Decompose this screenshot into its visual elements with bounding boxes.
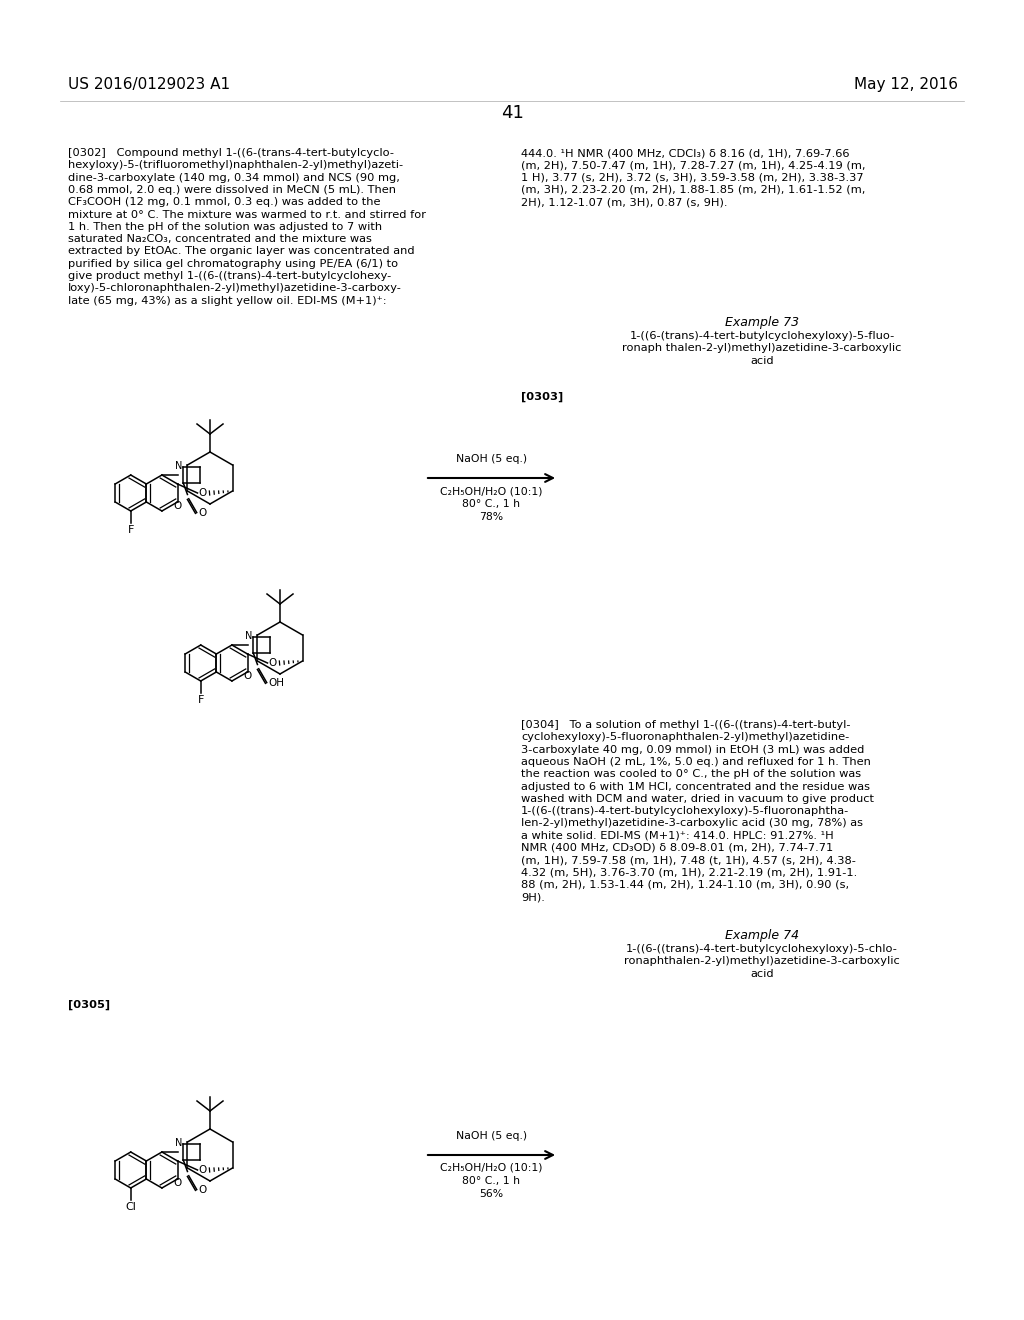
Text: ronaphthalen-2-yl)methyl)azetidine-3-carboxylic: ronaphthalen-2-yl)methyl)azetidine-3-car…	[624, 956, 900, 966]
Text: adjusted to 6 with 1M HCl, concentrated and the residue was: adjusted to 6 with 1M HCl, concentrated …	[521, 781, 870, 792]
Text: 1 h. Then the pH of the solution was adjusted to 7 with: 1 h. Then the pH of the solution was adj…	[68, 222, 382, 232]
Text: O: O	[199, 1166, 207, 1175]
Text: 1 H), 3.77 (s, 2H), 3.72 (s, 3H), 3.59-3.58 (m, 2H), 3.38-3.37: 1 H), 3.77 (s, 2H), 3.72 (s, 3H), 3.59-3…	[521, 173, 863, 182]
Text: 1-((6-((trans)-4-tert-butylcyclohexyloxy)-5-chlo-: 1-((6-((trans)-4-tert-butylcyclohexyloxy…	[626, 944, 898, 954]
Text: 1-((6-(trans)-4-tert-butylcyclohexyloxy)-5-fluo-: 1-((6-(trans)-4-tert-butylcyclohexyloxy)…	[630, 331, 895, 341]
Text: O: O	[199, 1185, 207, 1196]
Text: F: F	[198, 696, 204, 705]
Text: 80° C., 1 h: 80° C., 1 h	[463, 499, 520, 510]
Text: mixture at 0° C. The mixture was warmed to r.t. and stirred for: mixture at 0° C. The mixture was warmed …	[68, 210, 426, 219]
Text: O: O	[173, 1179, 181, 1188]
Text: purified by silica gel chromatography using PE/EA (6/1) to: purified by silica gel chromatography us…	[68, 259, 398, 269]
Text: 4.32 (m, 5H), 3.76-3.70 (m, 1H), 2.21-2.19 (m, 2H), 1.91-1.: 4.32 (m, 5H), 3.76-3.70 (m, 1H), 2.21-2.…	[521, 867, 857, 878]
Text: 41: 41	[501, 104, 523, 121]
Text: Example 73: Example 73	[725, 315, 799, 329]
Text: N: N	[245, 631, 253, 640]
Text: NaOH (5 eq.): NaOH (5 eq.)	[456, 454, 527, 465]
Text: 88 (m, 2H), 1.53-1.44 (m, 2H), 1.24-1.10 (m, 3H), 0.90 (s,: 88 (m, 2H), 1.53-1.44 (m, 2H), 1.24-1.10…	[521, 880, 849, 890]
Text: acid: acid	[751, 355, 774, 366]
Text: late (65 mg, 43%) as a slight yellow oil. EDI-MS (M+1)⁺:: late (65 mg, 43%) as a slight yellow oil…	[68, 296, 387, 306]
Text: [0303]: [0303]	[521, 392, 563, 403]
Text: O: O	[199, 488, 207, 498]
Text: aqueous NaOH (2 mL, 1%, 5.0 eq.) and refluxed for 1 h. Then: aqueous NaOH (2 mL, 1%, 5.0 eq.) and ref…	[521, 756, 870, 767]
Text: (m, 3H), 2.23-2.20 (m, 2H), 1.88-1.85 (m, 2H), 1.61-1.52 (m,: (m, 3H), 2.23-2.20 (m, 2H), 1.88-1.85 (m…	[521, 185, 865, 195]
Text: 2H), 1.12-1.07 (m, 3H), 0.87 (s, 9H).: 2H), 1.12-1.07 (m, 3H), 0.87 (s, 9H).	[521, 197, 727, 207]
Text: N: N	[175, 1138, 182, 1147]
Text: 56%: 56%	[479, 1189, 504, 1199]
Text: the reaction was cooled to 0° C., the pH of the solution was: the reaction was cooled to 0° C., the pH…	[521, 770, 861, 779]
Text: loxy)-5-chloronaphthalen-2-yl)methyl)azetidine-3-carboxy-: loxy)-5-chloronaphthalen-2-yl)methyl)aze…	[68, 284, 401, 293]
Text: 3-carboxylate 40 mg, 0.09 mmol) in EtOH (3 mL) was added: 3-carboxylate 40 mg, 0.09 mmol) in EtOH …	[521, 744, 864, 755]
Text: C₂H₅OH/H₂O (10:1): C₂H₅OH/H₂O (10:1)	[440, 1163, 543, 1173]
Text: NMR (400 MHz, CD₃OD) δ 8.09-8.01 (m, 2H), 7.74-7.71: NMR (400 MHz, CD₃OD) δ 8.09-8.01 (m, 2H)…	[521, 843, 834, 853]
Text: CF₃COOH (12 mg, 0.1 mmol, 0.3 eq.) was added to the: CF₃COOH (12 mg, 0.1 mmol, 0.3 eq.) was a…	[68, 197, 381, 207]
Text: Example 74: Example 74	[725, 929, 799, 942]
Text: 9H).: 9H).	[521, 892, 545, 902]
Text: F: F	[128, 525, 134, 535]
Text: ronaph thalen-2-yl)methyl)azetidine-3-carboxylic: ronaph thalen-2-yl)methyl)azetidine-3-ca…	[623, 343, 902, 354]
Text: acid: acid	[751, 969, 774, 978]
Text: hexyloxy)-5-(trifluoromethyl)naphthalen-2-yl)methyl)azeti-: hexyloxy)-5-(trifluoromethyl)naphthalen-…	[68, 160, 403, 170]
Text: [0305]: [0305]	[68, 1001, 111, 1010]
Text: O: O	[199, 508, 207, 519]
Text: [0302]   Compound methyl 1-((6-(trans-4-tert-butylcyclo-: [0302] Compound methyl 1-((6-(trans-4-te…	[68, 148, 394, 158]
Text: N: N	[175, 461, 182, 470]
Text: [0304]   To a solution of methyl 1-((6-((trans)-4-tert-butyl-: [0304] To a solution of methyl 1-((6-((t…	[521, 719, 851, 730]
Text: O: O	[268, 657, 276, 668]
Text: give product methyl 1-((6-((trans)-4-tert-butylcyclohexy-: give product methyl 1-((6-((trans)-4-ter…	[68, 271, 391, 281]
Text: len-2-yl)methyl)azetidine-3-carboxylic acid (30 mg, 78%) as: len-2-yl)methyl)azetidine-3-carboxylic a…	[521, 818, 863, 829]
Text: extracted by EtOAc. The organic layer was concentrated and: extracted by EtOAc. The organic layer wa…	[68, 247, 415, 256]
Text: 80° C., 1 h: 80° C., 1 h	[463, 1176, 520, 1185]
Text: May 12, 2016: May 12, 2016	[854, 77, 958, 92]
Text: 444.0. ¹H NMR (400 MHz, CDCl₃) δ 8.16 (d, 1H), 7.69-7.66: 444.0. ¹H NMR (400 MHz, CDCl₃) δ 8.16 (d…	[521, 148, 850, 158]
Text: dine-3-carboxylate (140 mg, 0.34 mmol) and NCS (90 mg,: dine-3-carboxylate (140 mg, 0.34 mmol) a…	[68, 173, 400, 182]
Text: 0.68 mmol, 2.0 eq.) were dissolved in MeCN (5 mL). Then: 0.68 mmol, 2.0 eq.) were dissolved in Me…	[68, 185, 396, 195]
Text: cyclohexyloxy)-5-fluoronaphthalen-2-yl)methyl)azetidine-: cyclohexyloxy)-5-fluoronaphthalen-2-yl)m…	[521, 733, 849, 742]
Text: 1-((6-((trans)-4-tert-butylcyclohexyloxy)-5-fluoronaphtha-: 1-((6-((trans)-4-tert-butylcyclohexyloxy…	[521, 807, 849, 816]
Text: (m, 1H), 7.59-7.58 (m, 1H), 7.48 (t, 1H), 4.57 (s, 2H), 4.38-: (m, 1H), 7.59-7.58 (m, 1H), 7.48 (t, 1H)…	[521, 855, 856, 866]
Text: saturated Na₂CO₃, concentrated and the mixture was: saturated Na₂CO₃, concentrated and the m…	[68, 234, 372, 244]
Text: washed with DCM and water, dried in vacuum to give product: washed with DCM and water, dried in vacu…	[521, 793, 874, 804]
Text: Cl: Cl	[125, 1203, 136, 1212]
Text: OH: OH	[268, 678, 285, 688]
Text: US 2016/0129023 A1: US 2016/0129023 A1	[68, 77, 230, 92]
Text: O: O	[173, 502, 181, 511]
Text: O: O	[244, 672, 252, 681]
Text: 78%: 78%	[479, 512, 504, 521]
Text: (m, 2H), 7.50-7.47 (m, 1H), 7.28-7.27 (m, 1H), 4.25-4.19 (m,: (m, 2H), 7.50-7.47 (m, 1H), 7.28-7.27 (m…	[521, 160, 865, 170]
Text: NaOH (5 eq.): NaOH (5 eq.)	[456, 1131, 527, 1140]
Text: C₂H₅OH/H₂O (10:1): C₂H₅OH/H₂O (10:1)	[440, 486, 543, 496]
Text: a white solid. EDI-MS (M+1)⁺: 414.0. HPLC: 91.27%. ¹H: a white solid. EDI-MS (M+1)⁺: 414.0. HPL…	[521, 830, 834, 841]
